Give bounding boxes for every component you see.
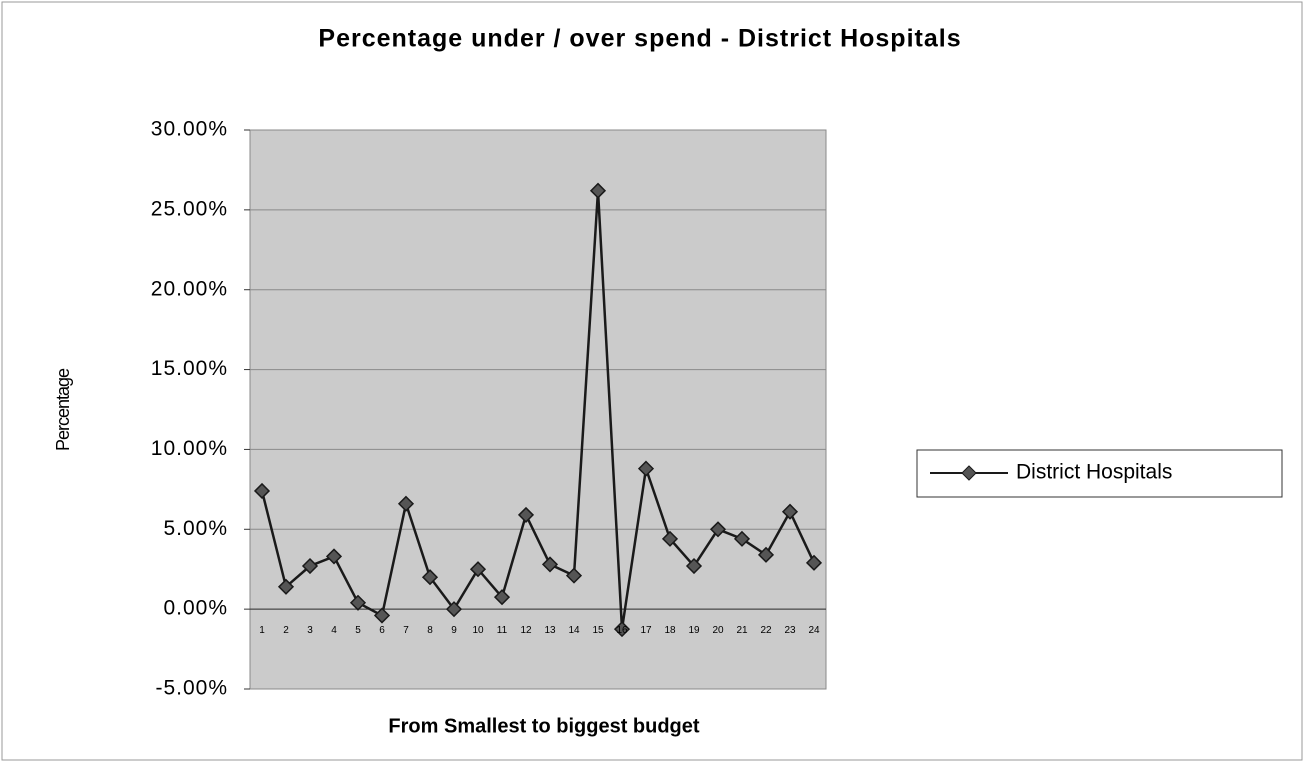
- x-tick-label: 21: [736, 625, 748, 636]
- data-point: [301, 557, 319, 575]
- data-point: [565, 567, 583, 584]
- y-tick-label: 0.00%: [163, 597, 228, 620]
- data-point: [277, 578, 295, 595]
- chart-title: Percentage under / over spend - District…: [318, 25, 961, 53]
- data-point: [493, 589, 511, 606]
- data-point: [613, 621, 631, 638]
- x-tick-label: 7: [403, 625, 409, 636]
- data-point: [469, 561, 487, 578]
- y-tick-label: 30.00%: [151, 118, 228, 141]
- data-point: [781, 503, 799, 520]
- data-point: [757, 546, 775, 563]
- y-tick-label: 20.00%: [151, 277, 228, 300]
- x-axis-title: From Smallest to biggest budget: [388, 715, 699, 737]
- data-point: [397, 495, 415, 512]
- x-tick-label: 15: [592, 625, 604, 636]
- x-tick-label: 1: [259, 625, 265, 636]
- y-tick-label: 5.00%: [163, 517, 228, 540]
- y-tick-label: 10.00%: [151, 437, 228, 460]
- y-tick-label: -5.00%: [155, 677, 228, 700]
- x-tick-label: 6: [379, 625, 385, 636]
- x-tick-label: 4: [331, 625, 337, 636]
- x-tick-label: 11: [497, 625, 508, 636]
- x-tick-label: 16: [616, 625, 628, 636]
- legend-label: District Hospitals: [1016, 461, 1172, 484]
- x-tick-label: 22: [760, 625, 772, 636]
- legend-marker: [961, 465, 977, 481]
- data-point: [541, 556, 559, 573]
- x-tick-label: 24: [808, 625, 820, 636]
- x-tick-label: 8: [427, 625, 433, 636]
- data-point: [445, 601, 463, 618]
- data-point: [709, 521, 727, 538]
- x-tick-label: 18: [664, 625, 676, 636]
- x-tick-label: 5: [355, 625, 361, 636]
- x-tick-label: 20: [712, 625, 724, 636]
- x-tick-label: 13: [544, 625, 556, 636]
- data-point: [373, 607, 391, 624]
- x-tick-label: 23: [784, 625, 796, 636]
- x-tick-label: 17: [640, 625, 652, 636]
- x-tick-label: 14: [568, 625, 580, 636]
- x-tick-label: 19: [688, 625, 700, 636]
- data-point: [685, 557, 703, 575]
- plot-area: [249, 129, 827, 690]
- data-point: [733, 530, 751, 547]
- x-tick-label: 9: [451, 625, 457, 636]
- x-tick-label: 12: [520, 625, 532, 636]
- data-point: [349, 594, 367, 611]
- y-tick-label: 25.00%: [151, 197, 228, 220]
- y-tick-label: 15.00%: [151, 357, 228, 380]
- data-point: [517, 506, 535, 523]
- data-point: [637, 460, 655, 477]
- x-tick-label: 10: [472, 625, 484, 636]
- x-tick-label: 2: [283, 625, 289, 636]
- x-tick-label: 3: [307, 625, 313, 636]
- data-point: [325, 548, 343, 565]
- data-point: [661, 530, 679, 547]
- data-point: [805, 554, 823, 571]
- y-axis-title: Percentage: [53, 368, 73, 451]
- data-point: [589, 182, 607, 199]
- data-point: [421, 569, 439, 586]
- data-point: [253, 482, 271, 500]
